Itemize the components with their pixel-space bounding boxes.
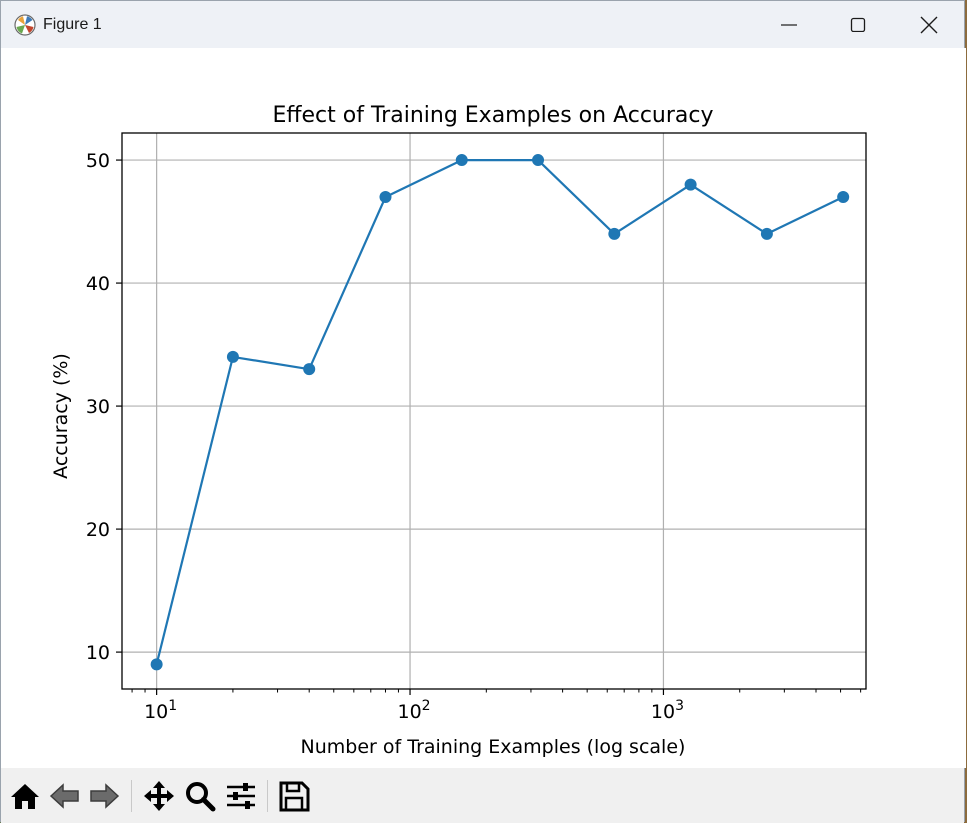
maximize-icon — [850, 17, 866, 32]
zoom-button[interactable] — [182, 778, 218, 814]
data-point — [303, 363, 316, 376]
chart-title: Effect of Training Examples on Accuracy — [272, 103, 713, 128]
x-tick-label: 102 — [397, 698, 430, 723]
save-button[interactable] — [276, 778, 312, 814]
y-tick-label: 30 — [86, 396, 110, 418]
y-tick-label: 10 — [86, 642, 110, 664]
forward-button[interactable] — [86, 778, 122, 814]
data-point — [608, 227, 621, 240]
y-tick-label: 50 — [86, 150, 110, 172]
minimize-icon — [781, 24, 797, 26]
series-layer — [150, 154, 850, 671]
configure-subplots-button[interactable] — [223, 778, 259, 814]
matplotlib-logo-icon — [14, 14, 36, 36]
data-point — [150, 658, 163, 671]
toolbar-separator — [267, 780, 268, 812]
line-chart: Effect of Training Examples on Accuracy … — [50, 103, 867, 758]
maximize-button[interactable] — [823, 1, 893, 48]
figure-canvas[interactable]: Effect of Training Examples on Accuracy … — [1, 48, 966, 768]
axis-ticks: 10 20 30 40 50 101 102 103 — [86, 150, 684, 723]
close-icon — [920, 16, 938, 34]
series-line — [155, 158, 844, 665]
window-title: Figure 1 — [43, 16, 102, 33]
forward-arrow-icon — [90, 783, 120, 809]
data-point — [532, 154, 545, 167]
data-point — [684, 178, 697, 191]
home-button[interactable] — [7, 778, 43, 814]
data-point — [760, 227, 773, 240]
minimize-button[interactable] — [754, 1, 824, 48]
back-arrow-icon — [49, 783, 79, 809]
close-button[interactable] — [893, 1, 963, 48]
data-point — [379, 190, 392, 203]
data-point — [455, 154, 468, 167]
toolbar-separator — [131, 780, 132, 812]
x-axis-label: Number of Training Examples (log scale) — [301, 736, 686, 758]
save-icon — [279, 781, 310, 812]
title-bar: Figure 1 — [1, 1, 964, 48]
x-tick-label: 101 — [144, 698, 177, 723]
pan-button[interactable] — [141, 778, 177, 814]
pan-icon — [144, 781, 174, 811]
y-tick-label: 40 — [86, 273, 110, 295]
zoom-icon — [186, 782, 216, 812]
data-point — [837, 190, 850, 203]
configure-subplots-icon — [227, 783, 255, 809]
x-minor-ticks — [131, 689, 862, 693]
navigation-toolbar — [1, 768, 964, 823]
y-axis-label: Accuracy (%) — [50, 353, 72, 479]
back-button[interactable] — [47, 778, 83, 814]
plot-frame — [121, 132, 867, 690]
data-point — [226, 350, 239, 363]
grid-lines — [122, 133, 866, 689]
home-icon — [11, 784, 39, 809]
y-tick-label: 20 — [86, 519, 110, 541]
x-tick-label: 103 — [651, 698, 684, 723]
